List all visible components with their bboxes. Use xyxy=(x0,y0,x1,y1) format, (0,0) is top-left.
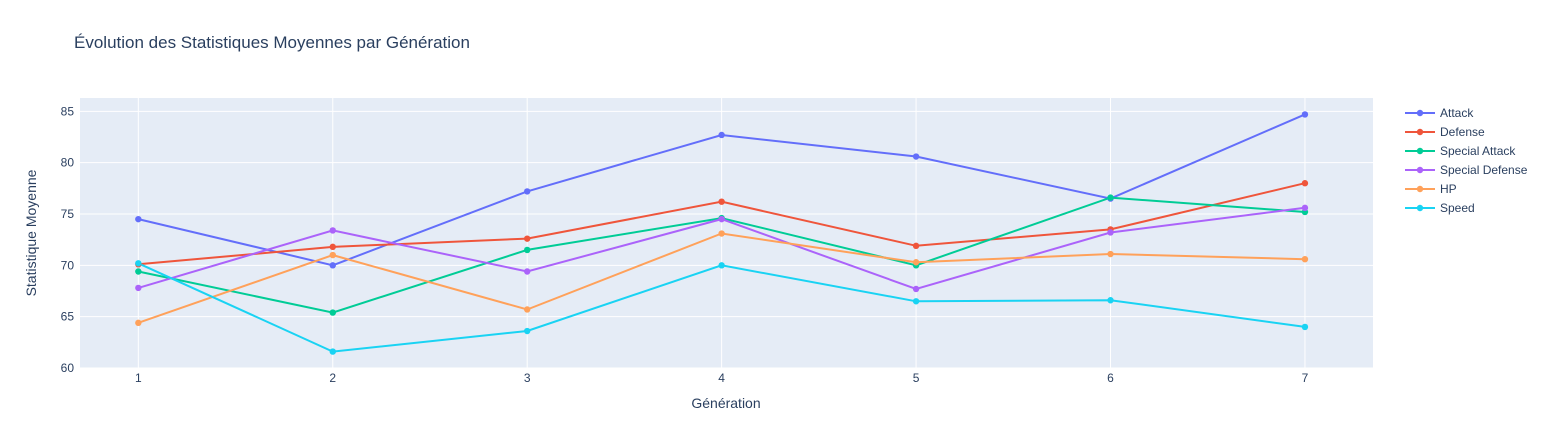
data-point-special-attack xyxy=(329,309,336,316)
chart-title: Évolution des Statistiques Moyennes par … xyxy=(74,33,470,52)
data-point-speed xyxy=(135,260,142,267)
legend-label-defense: Defense xyxy=(1440,125,1485,139)
x-tick-label: 4 xyxy=(718,371,725,385)
y-tick-label: 60 xyxy=(61,361,75,375)
legend-marker-special-attack xyxy=(1416,147,1424,155)
data-point-speed xyxy=(329,348,336,355)
data-point-special-attack xyxy=(135,268,142,275)
data-point-defense xyxy=(329,243,336,251)
data-point-defense xyxy=(718,198,725,205)
legend-label-hp: HP xyxy=(1440,182,1457,196)
x-axis-ticks: 1 2 3 4 5 6 7 xyxy=(135,371,1309,385)
series-points xyxy=(135,111,1309,355)
y-axis-ticks: 60 65 70 75 80 85 xyxy=(61,104,75,375)
data-point-speed xyxy=(1301,323,1309,331)
data-point-hp xyxy=(718,230,725,237)
legend-item-hp[interactable]: HP xyxy=(1405,182,1457,196)
data-point-hp xyxy=(1107,250,1114,258)
x-tick-label: 1 xyxy=(135,371,142,385)
data-point-attack xyxy=(1301,111,1309,118)
legend-marker-hp xyxy=(1416,185,1424,193)
data-point-defense xyxy=(1301,180,1309,187)
y-tick-label: 75 xyxy=(61,207,75,221)
y-axis-title: Statistique Moyenne xyxy=(23,169,39,296)
data-point-hp xyxy=(135,319,142,327)
data-point-speed xyxy=(524,327,531,335)
legend-item-special-defense[interactable]: Special Defense xyxy=(1405,163,1528,177)
legend-label-attack: Attack xyxy=(1440,106,1474,120)
x-tick-label: 3 xyxy=(524,371,531,385)
data-point-defense xyxy=(912,242,920,250)
legend-marker-defense xyxy=(1416,128,1424,136)
data-point-attack xyxy=(135,215,142,223)
data-point-hp xyxy=(912,259,920,266)
legend-item-special-attack[interactable]: Special Attack xyxy=(1405,144,1516,158)
plot-area xyxy=(80,98,1373,368)
y-tick-label: 65 xyxy=(61,310,75,324)
data-point-special-defense xyxy=(912,285,920,293)
data-point-attack xyxy=(524,188,531,195)
x-tick-label: 5 xyxy=(913,371,920,385)
y-tick-label: 80 xyxy=(61,156,75,170)
legend[interactable]: Attack Defense Special Attack Special Defen… xyxy=(1405,106,1528,215)
data-point-attack xyxy=(718,131,725,139)
legend-item-attack[interactable]: Attack xyxy=(1405,106,1474,120)
legend-marker-attack xyxy=(1416,109,1424,117)
data-point-attack xyxy=(912,153,920,160)
legend-marker-special-defense xyxy=(1416,166,1424,174)
data-point-special-defense xyxy=(524,268,531,275)
legend-marker-speed xyxy=(1416,204,1424,212)
data-point-special-defense xyxy=(718,215,725,223)
data-point-special-attack xyxy=(524,246,531,254)
legend-item-speed[interactable]: Speed xyxy=(1405,201,1475,215)
gridlines xyxy=(80,98,1373,369)
x-tick-label: 7 xyxy=(1302,371,1309,385)
data-point-special-defense xyxy=(1301,204,1309,212)
data-point-hp xyxy=(524,306,531,313)
legend-label-speed: Speed xyxy=(1440,201,1475,215)
x-tick-label: 6 xyxy=(1107,371,1114,385)
data-point-hp xyxy=(329,251,336,259)
data-point-special-defense xyxy=(135,284,142,292)
y-tick-label: 70 xyxy=(61,258,75,272)
y-tick-label: 85 xyxy=(61,104,75,118)
data-point-hp xyxy=(1301,255,1309,263)
legend-label-special-defense: Special Defense xyxy=(1440,163,1528,177)
x-tick-label: 2 xyxy=(329,371,336,385)
legend-item-defense[interactable]: Defense xyxy=(1405,125,1485,139)
legend-label-special-attack: Special Attack xyxy=(1440,144,1516,158)
data-point-speed xyxy=(1107,297,1114,304)
data-point-speed xyxy=(718,262,725,269)
data-point-special-defense xyxy=(1107,229,1114,236)
data-point-attack xyxy=(329,262,336,269)
data-point-special-defense xyxy=(329,227,336,234)
data-point-defense xyxy=(524,235,531,242)
data-point-speed xyxy=(912,298,920,305)
x-axis-title: Génération xyxy=(691,395,760,411)
data-point-special-attack xyxy=(1107,194,1114,201)
